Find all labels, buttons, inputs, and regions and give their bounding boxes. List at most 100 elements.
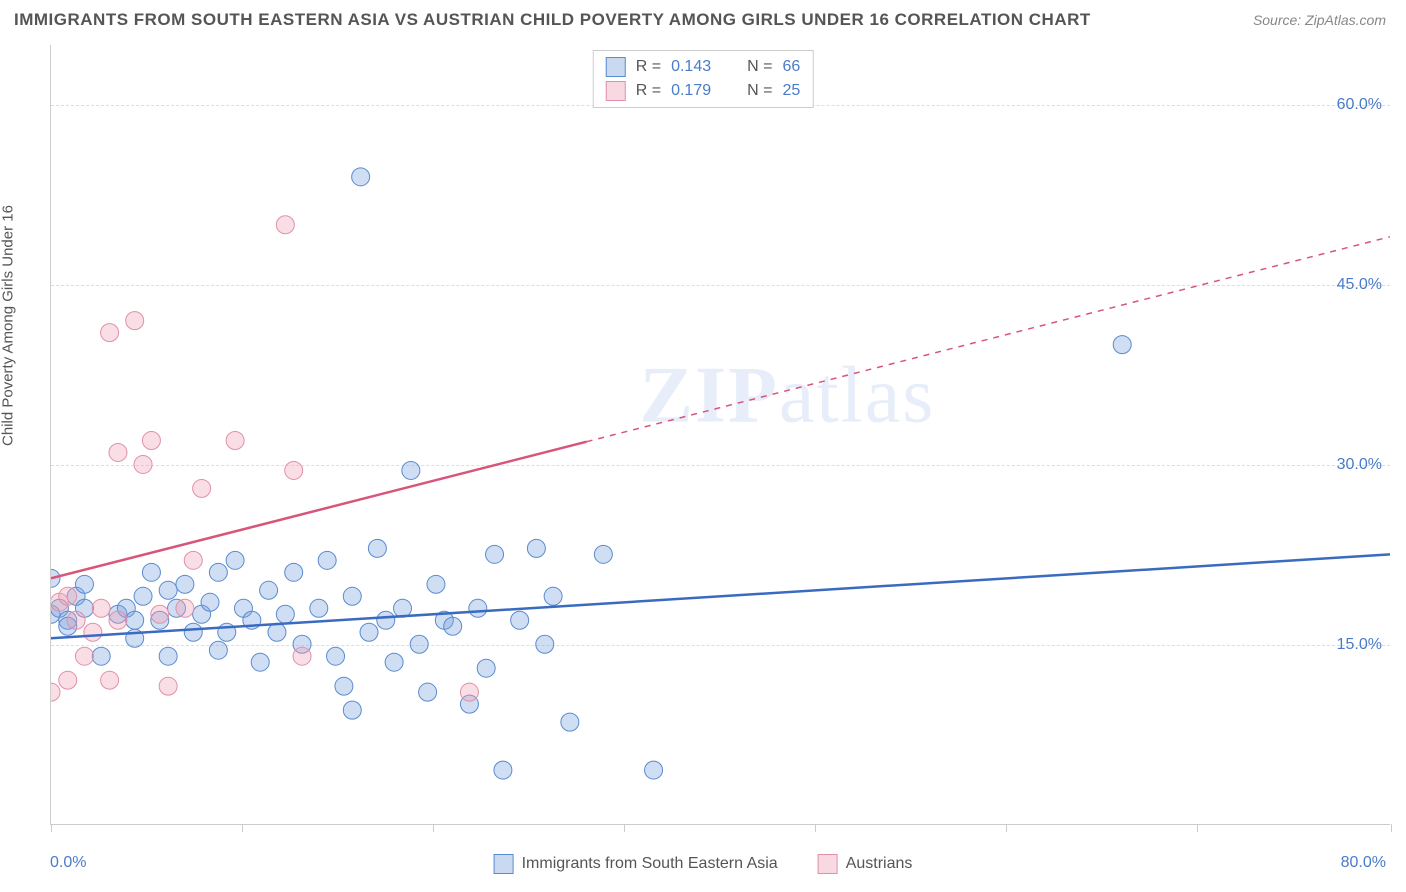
data-point — [469, 599, 487, 617]
data-point — [276, 216, 294, 234]
data-point — [494, 761, 512, 779]
data-point — [419, 683, 437, 701]
data-point — [645, 761, 663, 779]
data-point — [343, 587, 361, 605]
chart-canvas — [51, 45, 1390, 824]
data-point — [75, 647, 93, 665]
y-axis-label: Child Poverty Among Girls Under 16 — [0, 205, 17, 446]
x-axis-min-label: 0.0% — [50, 854, 86, 872]
data-point — [427, 575, 445, 593]
data-point — [126, 312, 144, 330]
x-tick — [1391, 824, 1392, 832]
data-point — [209, 563, 227, 581]
data-point — [159, 647, 177, 665]
data-point — [544, 587, 562, 605]
plot-area: ZIPatlas 15.0%30.0%45.0%60.0% — [50, 45, 1390, 825]
n-label: N = — [747, 82, 772, 100]
data-point — [393, 599, 411, 617]
data-point — [75, 575, 93, 593]
data-point — [327, 647, 345, 665]
data-point — [193, 479, 211, 497]
data-point — [59, 671, 77, 689]
data-point — [460, 683, 478, 701]
data-point — [142, 432, 160, 450]
data-point — [176, 599, 194, 617]
data-point — [293, 647, 311, 665]
data-point — [318, 551, 336, 569]
data-point — [184, 551, 202, 569]
data-point — [268, 623, 286, 641]
data-point — [209, 641, 227, 659]
trend-line — [51, 554, 1390, 638]
data-point — [511, 611, 529, 629]
data-point — [184, 623, 202, 641]
x-tick — [1197, 824, 1198, 832]
correlation-legend: R = 0.143 N = 66 R = 0.179 N = 25 — [593, 50, 814, 108]
r-label: R = — [636, 82, 661, 100]
data-point — [92, 599, 110, 617]
data-point — [126, 611, 144, 629]
data-point — [67, 611, 85, 629]
legend-row-series1: R = 0.143 N = 66 — [606, 55, 801, 79]
data-point — [285, 461, 303, 479]
x-tick — [433, 824, 434, 832]
legend-swatch-pink — [818, 854, 838, 874]
data-point — [561, 713, 579, 731]
data-point — [51, 683, 60, 701]
data-point — [142, 563, 160, 581]
data-point — [201, 593, 219, 611]
data-point — [410, 635, 428, 653]
legend-label-series2: Austrians — [846, 855, 913, 873]
source-attribution: Source: ZipAtlas.com — [1253, 12, 1386, 28]
data-point — [109, 443, 127, 461]
data-point — [444, 617, 462, 635]
data-point — [101, 324, 119, 342]
data-point — [59, 587, 77, 605]
data-point — [176, 575, 194, 593]
data-point — [159, 677, 177, 695]
data-point — [134, 455, 152, 473]
data-point — [343, 701, 361, 719]
n-label: N = — [747, 58, 772, 76]
x-tick — [624, 824, 625, 832]
data-point — [159, 581, 177, 599]
x-tick — [815, 824, 816, 832]
data-point — [1113, 336, 1131, 354]
data-point — [477, 659, 495, 677]
data-point — [368, 539, 386, 557]
data-point — [260, 581, 278, 599]
data-point — [226, 551, 244, 569]
data-point — [486, 545, 504, 563]
n-value-series1: 66 — [782, 58, 800, 76]
data-point — [360, 623, 378, 641]
legend-item-series1: Immigrants from South Eastern Asia — [494, 854, 778, 874]
r-value-series1: 0.143 — [671, 58, 711, 76]
series-legend: Immigrants from South Eastern Asia Austr… — [494, 854, 913, 874]
x-axis-max-label: 80.0% — [1341, 854, 1386, 872]
data-point — [527, 539, 545, 557]
data-point — [276, 605, 294, 623]
data-point — [134, 587, 152, 605]
data-point — [101, 671, 119, 689]
x-tick — [51, 824, 52, 832]
data-point — [310, 599, 328, 617]
legend-item-series2: Austrians — [818, 854, 913, 874]
data-point — [594, 545, 612, 563]
data-point — [385, 653, 403, 671]
data-point — [402, 461, 420, 479]
x-tick — [242, 824, 243, 832]
chart-title: IMMIGRANTS FROM SOUTH EASTERN ASIA VS AU… — [14, 10, 1091, 30]
data-point — [92, 647, 110, 665]
data-point — [109, 611, 127, 629]
data-point — [285, 563, 303, 581]
data-point — [226, 432, 244, 450]
n-value-series2: 25 — [782, 82, 800, 100]
data-point — [84, 623, 102, 641]
data-point — [151, 605, 169, 623]
legend-label-series1: Immigrants from South Eastern Asia — [522, 855, 778, 873]
r-label: R = — [636, 58, 661, 76]
data-point — [251, 653, 269, 671]
data-point — [335, 677, 353, 695]
r-value-series2: 0.179 — [671, 82, 711, 100]
x-tick — [1006, 824, 1007, 832]
